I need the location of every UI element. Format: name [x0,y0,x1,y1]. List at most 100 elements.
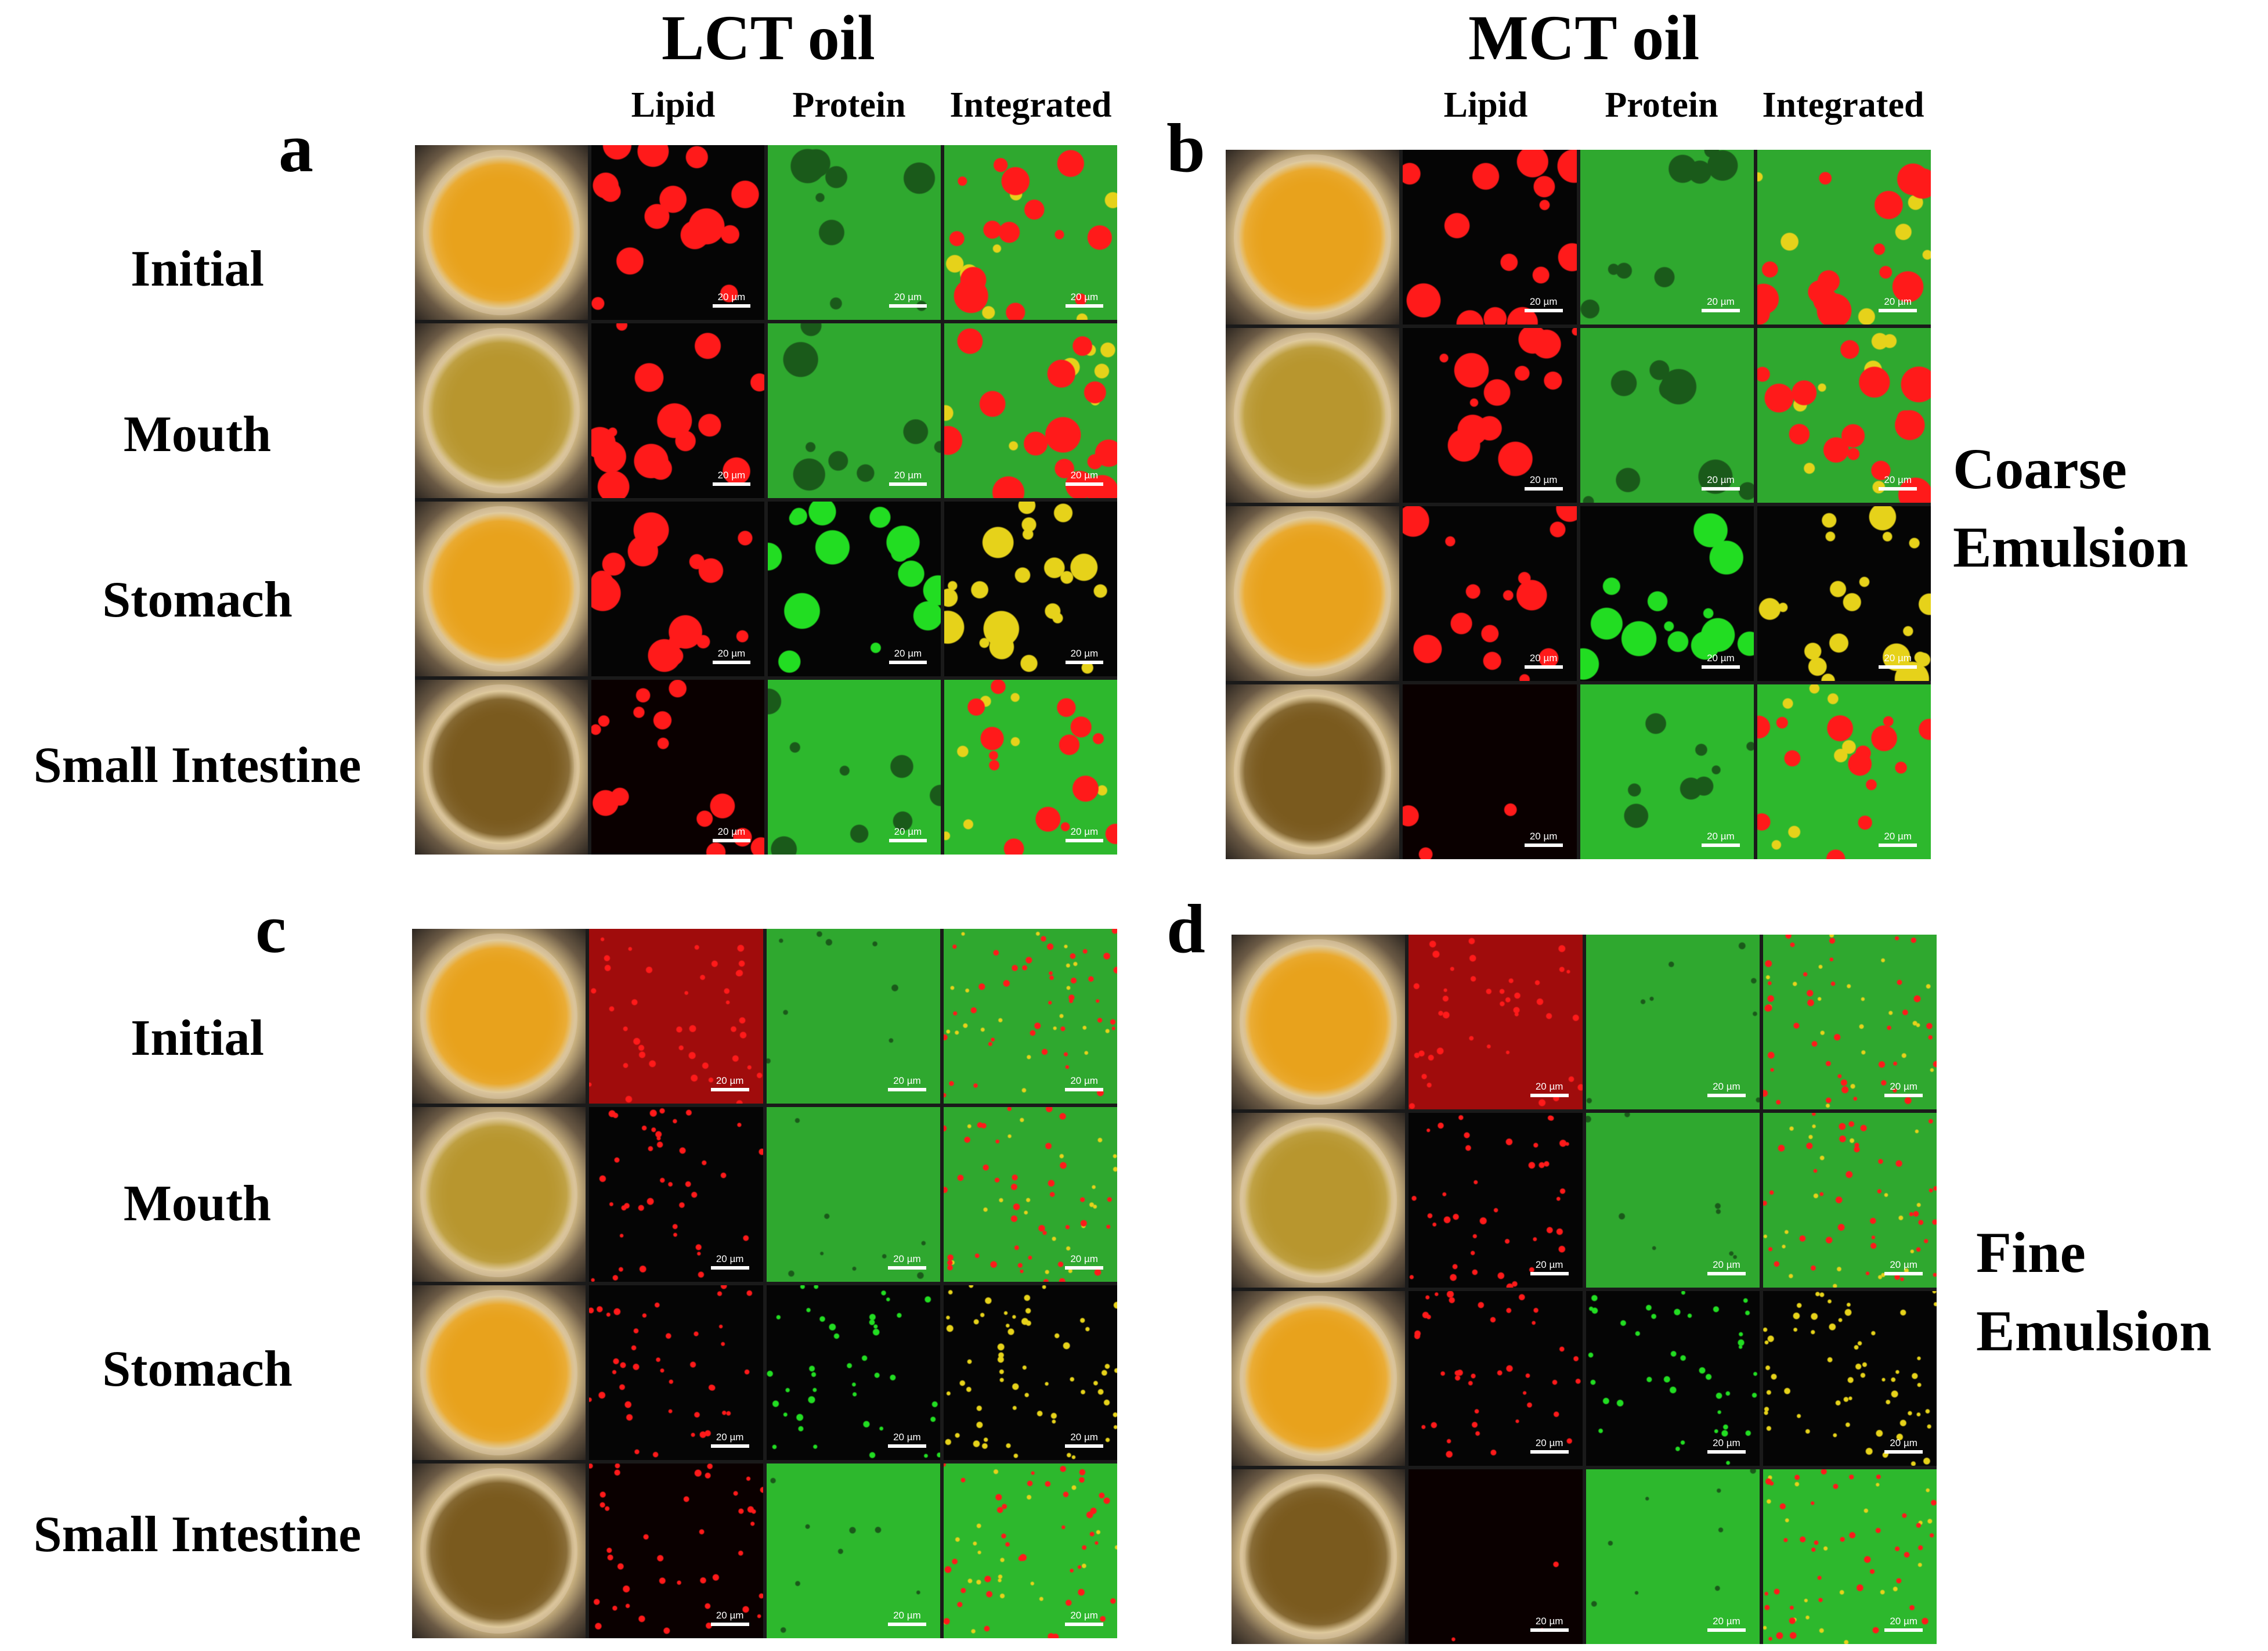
scale-bar: 20 µm [1707,1081,1746,1097]
panel-c-small-intestine-protein-image: 20 µm [766,1463,940,1638]
lct-oil-title: LCT oil [662,2,875,73]
panel-a-stomach-protein-image: 20 µm [768,502,941,676]
scale-bar-label: 20 µm [716,1075,744,1086]
scale-bar-line [712,304,751,308]
panel-c-initial-photo-image [412,929,586,1104]
scale-bar-line [1530,1093,1569,1097]
panel-c-mouth-photo-image [412,1107,586,1282]
scale-bar: 20 µm [1065,470,1104,486]
scale-bar-line [889,660,927,664]
panel-a-stomach-lipid-image: 20 µm [591,502,764,676]
panel-d-small-intestine-protein-image: 20 µm [1586,1469,1760,1644]
scale-bar: 20 µm [1879,653,1917,669]
scale-bar-label: 20 µm [1884,830,1912,842]
scale-bar: 20 µm [1701,653,1740,669]
mct-oil-title: MCT oil [1468,2,1700,73]
scale-bar-label: 20 µm [1070,647,1099,659]
scale-bar-line [887,1444,926,1448]
scale-bar: 20 µm [1524,474,1563,491]
scale-bar: 20 µm [712,291,751,308]
fine-emulsion-label: Fine Emulsion [1976,1213,2212,1370]
coarse-emulsion-word: Emulsion [1953,515,2188,579]
scale-bar-label: 20 µm [1707,830,1735,842]
row-label-stomach-a: Stomach [102,572,292,628]
scale-bar-line [1884,1628,1923,1632]
scale-bar: 20 µm [1530,1437,1569,1454]
scale-bar-line [710,1266,749,1270]
scale-bar: 20 µm [887,1253,926,1270]
row-label-mouth-c: Mouth [123,1176,272,1232]
panel-d-initial-lipid-image: 20 µm [1409,935,1583,1109]
scale-bar-line [1524,486,1563,491]
scale-bar-line [1707,1093,1746,1097]
panel-letter-c: c [255,890,287,967]
scale-bar-label: 20 µm [1890,1615,1917,1627]
scale-bar: 20 µm [1884,1259,1923,1275]
scale-bar-line [1701,843,1740,847]
panel-c-stomach-lipid-image: 20 µm [589,1285,763,1460]
scale-bar: 20 µm [1701,830,1740,847]
scale-bar-label: 20 µm [1070,826,1099,837]
scale-bar-line [712,660,751,664]
panel-b-initial-integrated-image: 20 µm [1757,150,1931,325]
scale-bar-line [1530,1450,1569,1454]
panel-b-small-intestine-integrated-image: 20 µm [1757,684,1931,859]
scale-bar: 20 µm [1707,1437,1746,1454]
scale-bar-label: 20 µm [1070,1609,1098,1621]
panel-c-stomach-protein-image: 20 µm [766,1285,940,1460]
col-integrated-mct: Integrated [1762,85,1924,125]
panel-b-image-grid: 20 µm 20 µm 20 µm 20 µm 20 µm 20 µm 20 µm 20 µm… [1226,150,1931,859]
panel-c-mouth-lipid-image: 20 µm [589,1107,763,1282]
scale-bar: 20 µm [1879,296,1917,312]
scale-bar-line [1065,1622,1104,1626]
scale-bar-line [889,482,927,486]
scale-bar: 20 µm [1524,296,1563,312]
scale-bar-line [1530,1271,1569,1275]
scale-bar-label: 20 µm [893,1609,921,1621]
scale-bar-label: 20 µm [894,647,922,659]
panel-d-initial-photo-image [1231,935,1406,1109]
panel-b-initial-photo-image [1226,150,1400,325]
scale-bar-label: 20 µm [1713,1259,1740,1270]
panel-a-stomach-photo-image [415,502,588,676]
scale-bar-label: 20 µm [717,291,746,302]
col-lipid-mct: Lipid [1443,85,1528,125]
scale-bar-line [1524,308,1563,312]
scale-bar-label: 20 µm [1890,1259,1917,1270]
panel-a-small-intestine-photo-image [415,680,588,855]
panel-d-initial-protein-image: 20 µm [1586,935,1760,1109]
scale-bar: 20 µm [1707,1259,1746,1275]
scale-bar: 20 µm [712,648,751,664]
scale-bar-line [1707,1271,1746,1275]
panel-d-image-grid: 20 µm 20 µm 20 µm 20 µm 20 µm 20 µm 20 µm 20 µm… [1231,935,1937,1644]
scale-bar-line [710,1622,749,1626]
scale-bar: 20 µm [1530,1081,1569,1097]
scale-bar-line [1065,482,1104,486]
scale-bar-line [1707,1450,1746,1454]
scale-bar-label: 20 µm [1707,295,1735,307]
scale-bar-label: 20 µm [717,469,746,481]
scale-bar: 20 µm [1065,291,1104,308]
scale-bar: 20 µm [889,648,927,664]
coarse-emulsion-label: Coarse Emulsion [1953,430,2188,586]
panel-b-small-intestine-lipid-image: 20 µm [1403,684,1577,859]
scale-bar: 20 µm [1879,831,1917,847]
scale-bar: 20 µm [710,1253,749,1270]
panel-a-image-grid: 20 µm 20 µm 20 µm 20 µm 20 µm 20 µm 20 µm 20 µm… [415,145,1117,855]
panel-c-small-intestine-lipid-image: 20 µm [589,1463,763,1638]
scale-bar-label: 20 µm [1713,1437,1740,1448]
panel-c-initial-protein-image: 20 µm [766,929,940,1104]
panel-b-initial-lipid-image: 20 µm [1403,150,1577,325]
row-label-mouth-a: Mouth [123,406,272,463]
panel-b-stomach-integrated-image: 20 µm [1757,506,1931,681]
scale-bar: 20 µm [1065,826,1104,842]
scale-bar-line [1065,1444,1104,1448]
scale-bar: 20 µm [1065,1253,1104,1270]
scale-bar-line [889,838,927,842]
scale-bar-label: 20 µm [893,1075,921,1086]
panel-d-stomach-protein-image: 20 µm [1586,1291,1760,1466]
scale-bar-line [1879,665,1917,669]
scale-bar-line [1065,660,1104,664]
col-integrated-lct: Integrated [949,85,1112,125]
col-protein-lct: Protein [792,85,906,125]
